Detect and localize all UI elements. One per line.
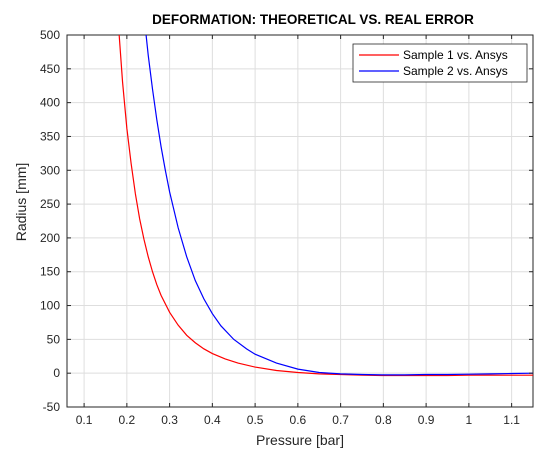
y-tick-label: 150 — [40, 265, 60, 279]
y-tick-label: 250 — [40, 197, 60, 211]
legend-box — [352, 43, 528, 83]
y-axis-ticks: -50 0 50 100 150 200 250 300 350 400 450 500 — [40, 28, 533, 414]
y-tick-label: 100 — [40, 299, 60, 313]
y-tick-label: 300 — [40, 163, 60, 177]
chart-title: DEFORMATION: THEORETICAL VS. REAL ERROR — [152, 12, 474, 27]
y-tick-label: 200 — [40, 231, 60, 245]
plot-frame — [66, 34, 534, 408]
legend: Sample 1 vs. Ansys Sample 2 vs. Ansys — [352, 43, 528, 83]
x-axis-ticks: 0.1 0.2 0.3 0.4 0.5 0.6 0.7 0.8 0.9 1 1.1 — [76, 35, 520, 427]
y-tick-label: -50 — [43, 400, 61, 414]
x-tick-label: 0.4 — [204, 413, 221, 427]
x-tick-label: 0.1 — [76, 413, 93, 427]
legend-label-1: Sample 1 vs. Ansys — [403, 48, 508, 62]
y-tick-label: 50 — [47, 332, 61, 346]
x-axis-label: Pressure [bar] — [256, 432, 344, 448]
x-tick-label: 0.6 — [290, 413, 307, 427]
grid-lines — [67, 34, 533, 408]
x-tick-label: 1 — [466, 413, 473, 427]
x-tick-label: 0.2 — [119, 413, 136, 427]
y-tick-label: 450 — [40, 62, 60, 76]
series-line-2 — [145, 35, 533, 376]
y-tick-label: 0 — [53, 366, 60, 380]
y-tick-label: 350 — [40, 129, 60, 143]
x-tick-label: 0.5 — [247, 413, 264, 427]
legend-label-2: Sample 2 vs. Ansys — [403, 64, 508, 78]
x-tick-label: 1.1 — [503, 413, 520, 427]
x-tick-label: 0.3 — [161, 413, 178, 427]
series-line-1 — [118, 35, 533, 377]
series-layer — [118, 35, 533, 377]
x-tick-label: 0.7 — [332, 413, 349, 427]
x-tick-label: 0.9 — [418, 413, 435, 427]
x-tick-label: 0.8 — [375, 413, 392, 427]
y-tick-label: 400 — [40, 96, 60, 110]
y-axis-label: Radius [mm] — [13, 163, 29, 242]
y-tick-label: 500 — [40, 28, 60, 42]
